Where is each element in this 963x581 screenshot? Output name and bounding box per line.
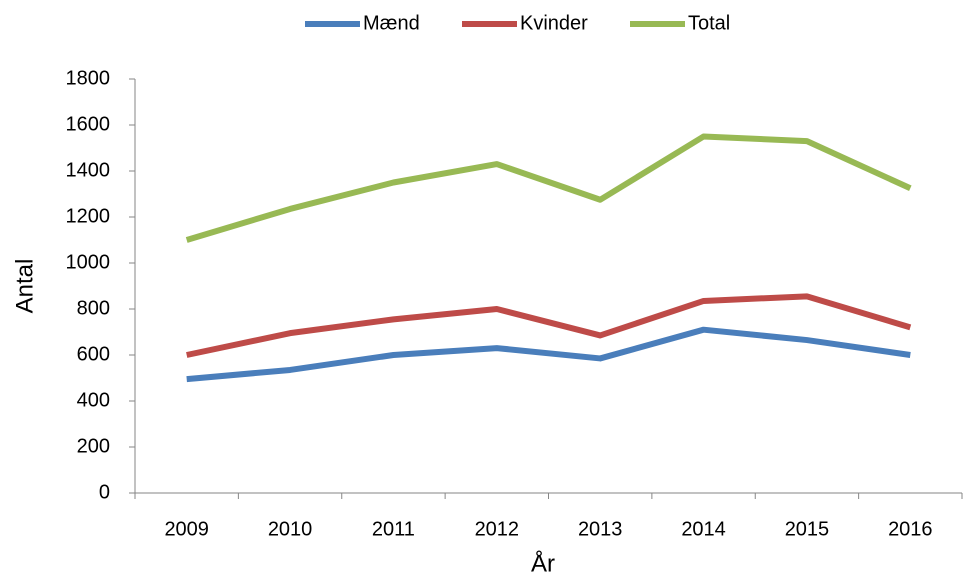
y-tick-label: 1000: [66, 251, 111, 273]
x-tick-label: 2014: [681, 518, 726, 540]
x-tick-label: 2010: [268, 518, 313, 540]
y-tick-label: 400: [77, 389, 110, 411]
y-tick-label: 1800: [66, 67, 111, 89]
y-axis-title: Antal: [11, 259, 38, 314]
y-tick-label: 1200: [66, 205, 111, 227]
y-tick-label: 600: [77, 343, 110, 365]
y-tick-label: 0: [99, 481, 110, 503]
y-tick-label: 1600: [66, 113, 111, 135]
data-line: [185, 133, 912, 243]
legend-label: Kvinder: [520, 12, 588, 34]
y-tick-label: 1400: [66, 159, 111, 181]
data-line: [186, 293, 912, 358]
x-tick-label: 2012: [475, 518, 520, 540]
legend-label: Total: [688, 12, 730, 34]
y-tick-label: 200: [77, 435, 110, 457]
data-line: [186, 326, 911, 383]
x-tick-label: 2009: [164, 518, 209, 540]
legend-label: Mænd: [363, 12, 420, 34]
x-tick-label: 2016: [888, 518, 933, 540]
x-axis-title: År: [531, 549, 555, 577]
y-tick-label: 800: [77, 297, 110, 319]
x-tick-label: 2013: [578, 518, 623, 540]
x-tick-label: 2011: [372, 518, 415, 540]
x-tick-label: 2015: [785, 518, 830, 540]
